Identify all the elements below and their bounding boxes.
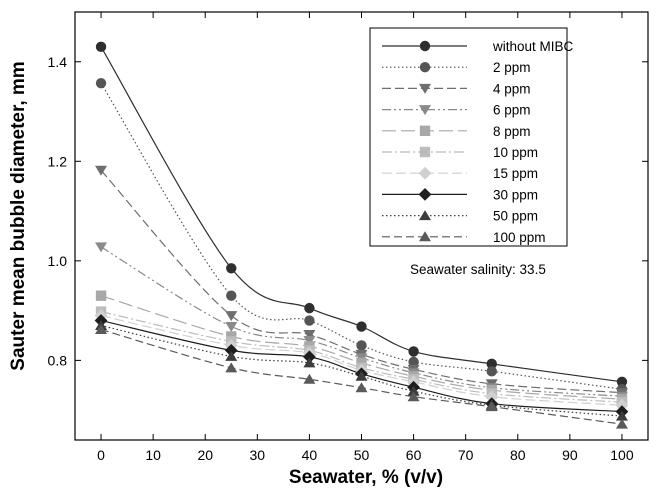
data-point (615, 418, 628, 429)
data-point (486, 358, 497, 370)
data-point (95, 77, 107, 89)
series-line (100, 82, 623, 390)
x-tick-label: 80 (510, 447, 526, 463)
legend-marker (419, 40, 431, 52)
data-point (303, 373, 316, 384)
x-tick-label: 60 (406, 447, 422, 463)
legend-label: 10 ppm (493, 145, 538, 160)
data-point (226, 290, 237, 301)
y-tick-label: 1.4 (48, 54, 68, 70)
legend-label: 100 ppm (493, 230, 546, 245)
x-tick-label: 70 (458, 447, 474, 463)
data-point (303, 335, 316, 346)
data-point (303, 357, 316, 368)
legend-marker (419, 61, 431, 73)
legend-label: 50 ppm (493, 209, 538, 224)
data-point (408, 346, 419, 357)
data-point (95, 242, 108, 253)
data-point (615, 398, 629, 412)
x-tick-label: 30 (250, 447, 266, 463)
x-tick-label: 40 (302, 447, 318, 463)
data-point (408, 356, 419, 368)
data-point (485, 390, 499, 404)
x-tick-label: 20 (197, 447, 213, 463)
data-point (303, 329, 316, 340)
data-point (355, 382, 368, 393)
legend-label: 15 ppm (493, 166, 538, 181)
data-point (226, 263, 237, 274)
data-point (225, 350, 238, 361)
data-point (95, 165, 108, 176)
legend-marker (419, 146, 431, 158)
data-point (95, 41, 107, 53)
data-point (95, 290, 107, 301)
data-point (225, 322, 238, 333)
legend-marker (419, 210, 431, 221)
legend-label: 30 ppm (493, 187, 538, 202)
legend-label: 4 ppm (493, 81, 531, 96)
data-point (356, 321, 367, 332)
x-tick-label: 10 (145, 447, 161, 463)
y-tick-label: 0.8 (48, 352, 68, 368)
y-tick-label: 1.2 (48, 153, 68, 169)
legend-marker (419, 105, 431, 116)
data-point (356, 340, 367, 351)
data-point (225, 311, 238, 322)
data-point (304, 315, 315, 326)
x-tick-label: 50 (354, 447, 370, 463)
data-point (616, 376, 628, 387)
data-point (304, 302, 315, 314)
data-point (224, 344, 238, 357)
legend-marker (419, 83, 431, 94)
y-axis-label: Sauter mean bubble diameter, mm (8, 61, 29, 370)
series-line (100, 324, 623, 417)
data-point (485, 401, 498, 412)
legend-marker (418, 188, 432, 201)
legend-label: 8 ppm (493, 124, 531, 139)
data-point (615, 410, 628, 421)
legend-marker (418, 166, 432, 180)
x-tick-label: 90 (562, 447, 578, 463)
salinity-annotation: Seawater salinity: 33.5 (410, 262, 546, 277)
legend-label: 6 ppm (493, 103, 531, 118)
data-point (225, 362, 238, 373)
data-point (303, 350, 316, 364)
legend-box (369, 27, 568, 247)
data-point (407, 391, 420, 402)
y-tick-label: 1.0 (48, 253, 68, 269)
x-tick-label: 100 (610, 447, 634, 463)
legend-label: without MIBC (492, 39, 574, 54)
legend-label: 2 ppm (493, 60, 531, 75)
legend-marker (419, 231, 431, 242)
data-point (407, 385, 420, 396)
x-tick-label: 0 (97, 447, 105, 463)
data-point (95, 324, 108, 335)
data-point (486, 366, 497, 377)
data-point (355, 370, 368, 381)
x-axis-label: Seawater, % (v/v) (289, 467, 443, 488)
legend-marker (419, 125, 431, 136)
series-line (100, 169, 623, 394)
